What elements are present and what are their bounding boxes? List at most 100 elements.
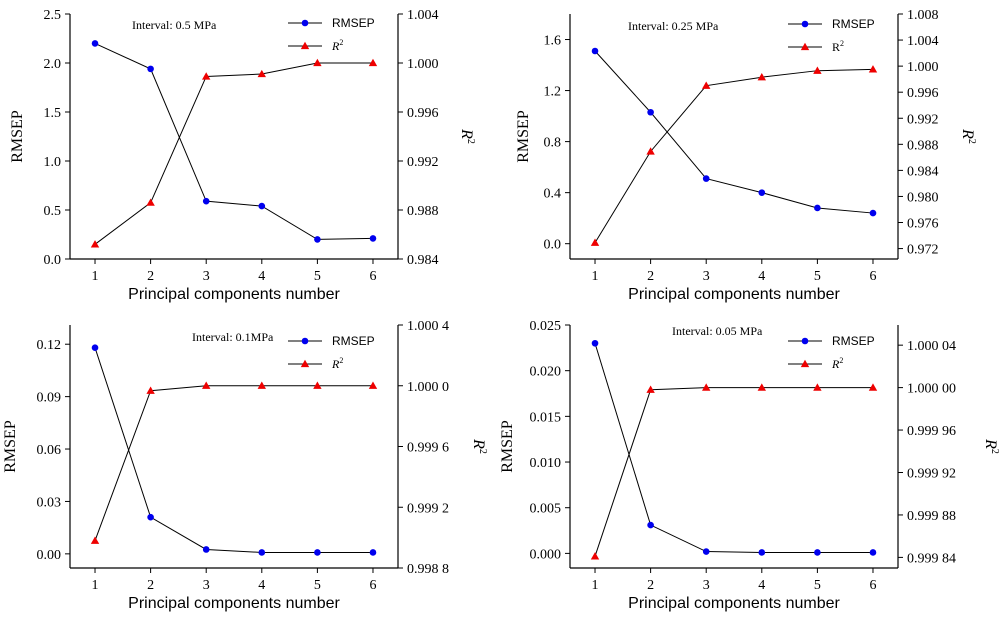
r2-point <box>257 69 266 78</box>
y2-tick-label: 1.004 <box>907 34 939 49</box>
r2-point <box>368 58 378 67</box>
r2-point <box>813 383 822 391</box>
legend-marker-rmsep <box>801 337 809 345</box>
rmsep-point <box>591 47 599 55</box>
r2-point <box>90 240 100 248</box>
y-axis-label: RMSEP <box>2 420 19 473</box>
legend-label-rmsep: RMSEP <box>332 16 375 30</box>
y2-tick-label: 0.992 <box>907 112 939 127</box>
r2-point <box>202 72 211 80</box>
y2-tick-label: 1.008 <box>907 8 939 23</box>
chart-panel-2: 1 2 3 4 5 6 0.0 0.4 0.8 1.2 1.6 0.972 0.976 0.980 0.98… <box>515 8 977 303</box>
y2-tick-label: 0.988 <box>407 204 439 219</box>
x-tick-label: 4 <box>758 578 765 593</box>
legend-marker-r2 <box>300 359 310 368</box>
x-tick-label: 3 <box>203 578 210 593</box>
y2-tick-label: 0.980 <box>907 190 939 205</box>
interval-annotation: Interval: 0.1MPa <box>192 330 274 344</box>
y2-tick-label: 1.000 00 <box>907 382 956 397</box>
r2-point <box>313 381 322 389</box>
y2-tick-label: 1.004 <box>407 8 439 23</box>
y2-tick-label: 0.998 8 <box>407 562 449 577</box>
series-line-r2 <box>594 68 873 243</box>
rmsep-point <box>647 108 654 116</box>
legend-label-rmsep: RMSEP <box>832 17 875 31</box>
y2-tick-label: 0.972 <box>907 243 939 258</box>
y2-tick-label: 0.999 92 <box>907 466 956 481</box>
y2-tick-label: 0.984 <box>907 164 939 179</box>
series-line-rmsep <box>594 343 873 553</box>
r2-point <box>868 65 878 73</box>
y2-tick-label: 1.000 0 <box>407 380 449 395</box>
y2-tick-label: 0.992 <box>407 155 439 170</box>
y-tick-label: 0.8 <box>544 136 562 151</box>
series-line-rmsep <box>94 42 373 240</box>
x-tick-label: 4 <box>758 269 765 284</box>
x-tick-label: 1 <box>92 578 99 593</box>
interval-annotation: Interval: 0.05 MPa <box>672 324 763 338</box>
y-tick-label: 1.5 <box>44 106 62 121</box>
legend-marker-rmsep <box>301 337 309 345</box>
interval-annotation: Interval: 0.25 MPa <box>628 19 719 33</box>
y-tick-label: 0.0 <box>44 253 62 268</box>
r2-point <box>646 385 655 393</box>
y2-axis-label: R2 <box>458 128 476 144</box>
y2-axis-label: R2 <box>959 128 977 144</box>
chart-panel-1: 1 2 3 4 5 6 0.0 0.5 1.0 1.5 2.0 2.5 0.984 0.988 0.992 0… <box>9 8 476 303</box>
y-tick-label: 1.0 <box>44 155 62 170</box>
y2-tick-label: 0.999 2 <box>407 501 449 516</box>
r2-point <box>813 66 822 74</box>
rmsep-point <box>147 513 154 521</box>
legend-marker-r2 <box>800 359 810 368</box>
rmsep-point <box>758 549 766 556</box>
legend-label-r2: R2 <box>331 38 343 53</box>
x-tick-label: 5 <box>814 578 821 593</box>
x-tick-label: 2 <box>647 578 654 593</box>
y2-tick-label: 1.000 04 <box>907 339 956 354</box>
series-line-rmsep <box>594 50 874 214</box>
y-axis-label: RMSEP <box>9 110 26 163</box>
r2-point <box>868 383 878 391</box>
rmsep-point <box>91 344 99 352</box>
r2-point <box>590 552 600 560</box>
r2-point <box>757 383 766 391</box>
y-tick-label: 0.12 <box>37 338 62 353</box>
r2-point <box>146 198 155 206</box>
x-tick-label: 5 <box>314 269 321 284</box>
x-tick-label: 6 <box>869 269 876 284</box>
rmsep-point <box>91 40 99 47</box>
x-tick-label: 6 <box>369 269 376 284</box>
series-line-r2 <box>94 62 373 245</box>
x-axis-label: Principal components number <box>128 595 340 612</box>
r2-point <box>702 81 711 89</box>
y2-tick-label: 1.000 <box>407 57 439 72</box>
y2-axis-label: R2 <box>982 438 1000 454</box>
x-tick-label: 5 <box>314 578 321 593</box>
rmsep-point <box>702 548 710 555</box>
legend-marker-r2 <box>800 42 810 51</box>
rmsep-point <box>869 209 877 217</box>
legend-marker-rmsep <box>801 20 809 28</box>
y2-axis-label: R2 <box>470 438 488 454</box>
x-tick-label: 6 <box>369 578 376 593</box>
rmsep-point <box>202 546 210 553</box>
legend-marker-rmsep <box>301 19 309 27</box>
x-tick-label: 1 <box>92 269 99 284</box>
rmsep-point <box>314 236 321 243</box>
y-tick-label: 0.09 <box>37 391 62 406</box>
rmsep-point <box>647 521 654 529</box>
y2-tick-label: 0.999 96 <box>907 424 956 439</box>
x-tick-label: 2 <box>147 269 154 284</box>
y-tick-label: 0.5 <box>44 204 62 219</box>
y2-tick-label: 0.976 <box>907 217 939 232</box>
y-axis-label: RMSEP <box>499 420 516 473</box>
y-tick-label: 0.010 <box>530 456 562 471</box>
legend-label-r2: R2 <box>831 356 843 371</box>
rmsep-point <box>258 202 266 210</box>
y2-tick-label: 0.999 6 <box>407 441 449 456</box>
x-tick-label: 3 <box>703 269 710 284</box>
r2-point <box>702 383 711 391</box>
r2-point <box>757 73 766 81</box>
rmsep-point <box>147 65 154 73</box>
r2-point <box>590 238 600 246</box>
